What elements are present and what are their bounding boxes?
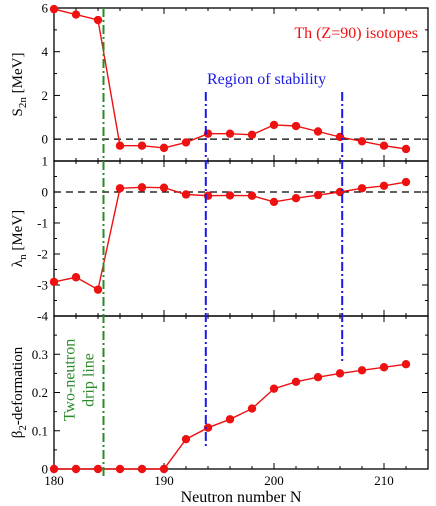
y-axis-label-sub: 2n	[17, 97, 29, 109]
y-axis-label: β2-deformation	[10, 346, 29, 438]
data-point	[159, 464, 169, 474]
data-point	[115, 141, 125, 150]
data-point	[379, 363, 389, 372]
y-axis-label-unit: [MeV]	[10, 210, 26, 255]
x-tick-label: 200	[264, 473, 284, 488]
y-tick-label: 0.3	[32, 347, 48, 362]
y-tick-label: 0	[42, 185, 49, 200]
stability-label: Region of stability	[207, 71, 326, 88]
data-point	[357, 366, 367, 375]
data-point	[93, 464, 103, 474]
data-point	[93, 285, 103, 294]
data-point	[401, 359, 411, 369]
data-point	[269, 120, 279, 130]
data-point	[225, 191, 235, 200]
data-point	[225, 129, 235, 138]
data-point	[247, 404, 257, 413]
y-axis-label-main: λ	[10, 259, 26, 267]
data-point	[269, 384, 279, 393]
y-tick-label: -3	[37, 278, 48, 293]
data-point	[313, 373, 323, 382]
drip-line-label-line: drip line	[81, 353, 98, 407]
data-point	[313, 190, 323, 200]
data-point	[291, 377, 301, 386]
isotope-annotation: Th (Z=90) isotopes	[294, 25, 418, 42]
data-point	[247, 191, 257, 200]
data-point	[71, 10, 81, 19]
data-point	[291, 194, 301, 203]
y-tick-label: -1	[37, 216, 48, 231]
data-point	[137, 183, 147, 192]
y-axis-label-sub: n	[17, 254, 29, 260]
data-point	[159, 143, 169, 153]
data-point	[401, 144, 411, 154]
data-point	[269, 197, 279, 207]
data-point	[93, 15, 103, 25]
x-tick-label: 190	[154, 473, 174, 488]
data-point	[115, 184, 125, 193]
data-point	[379, 181, 389, 190]
data-point	[313, 127, 323, 136]
y-axis-label-main: β	[10, 431, 26, 439]
x-tick-label: 210	[374, 473, 394, 488]
panel-lambda: -4 -3 -2 -1 0 1 λn [MeV]	[10, 154, 429, 324]
data-point	[49, 4, 59, 14]
data-point	[71, 273, 81, 282]
drip-line-label: Two-neutron drip line	[62, 339, 98, 421]
data-point	[335, 369, 345, 378]
data-point	[137, 464, 147, 474]
x-tick-label: 180	[44, 473, 64, 488]
data-point	[379, 141, 389, 150]
data-point	[291, 121, 301, 131]
y-tick-label: -2	[37, 247, 48, 262]
x-axis-label: Neutron number N	[181, 489, 302, 506]
y-tick-label: -4	[37, 309, 48, 324]
data-point	[181, 434, 191, 444]
y-axis-label-unit: -deformation	[10, 346, 26, 425]
data-point	[115, 464, 125, 474]
drip-line-label-line: Two-neutron	[62, 339, 79, 421]
data-point	[247, 130, 257, 139]
data-point	[357, 137, 367, 146]
y-axis-label-unit: [MeV]	[10, 53, 26, 98]
data-point	[181, 190, 191, 199]
y-tick-label: 0.2	[32, 385, 48, 400]
data-point	[181, 138, 191, 147]
panel-beta2: 00.10.20.3β2-deformation Two-neutron drip …	[10, 315, 429, 477]
y-tick-label: 1	[42, 154, 49, 169]
y-tick-label: 6	[42, 1, 49, 16]
plot-frame	[53, 160, 429, 317]
data-point	[49, 464, 59, 474]
y-tick-label: 4	[42, 44, 49, 59]
y-axis-label: λn [MeV]	[10, 210, 29, 267]
y-axis-label-main: S	[10, 108, 26, 116]
y-axis-label-sub: 2	[17, 425, 29, 431]
data-point	[49, 277, 59, 287]
data-point	[401, 177, 411, 187]
data-point	[225, 415, 235, 424]
y-tick-label: 2	[42, 88, 49, 103]
data-point	[159, 183, 169, 192]
y-axis-label: S2n [MeV]	[10, 53, 29, 117]
panel-s2n: 0 2 4 6 S2n [MeV] Th (Z=90) isotopes Region of…	[10, 1, 429, 162]
data-point	[137, 141, 147, 150]
data-point	[357, 184, 367, 193]
data-point	[71, 464, 81, 474]
data-point	[203, 423, 213, 432]
plot-frame	[53, 315, 429, 470]
y-tick-label: 0	[42, 132, 49, 147]
y-tick-label: 0.1	[32, 423, 48, 438]
y-tick-label: 0	[42, 462, 49, 477]
